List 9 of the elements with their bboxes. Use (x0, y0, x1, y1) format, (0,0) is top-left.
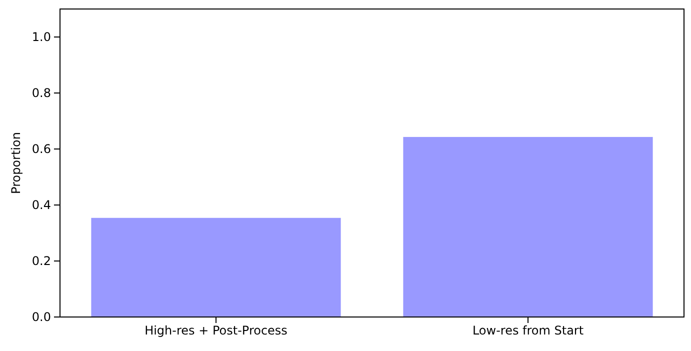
x-tick-label: High-res + Post-Process (144, 324, 288, 338)
y-tick-label: 0.6 (32, 142, 51, 156)
y-tick-label: 0.8 (32, 86, 51, 100)
x-tick-label: Low-res from Start (472, 324, 584, 338)
y-axis-title: Proportion (9, 132, 23, 194)
y-tick-label: 0.0 (32, 310, 51, 324)
y-tick-label: 1.0 (32, 30, 51, 44)
y-tick-label: 0.4 (32, 198, 51, 212)
y-tick-label: 0.2 (32, 254, 51, 268)
